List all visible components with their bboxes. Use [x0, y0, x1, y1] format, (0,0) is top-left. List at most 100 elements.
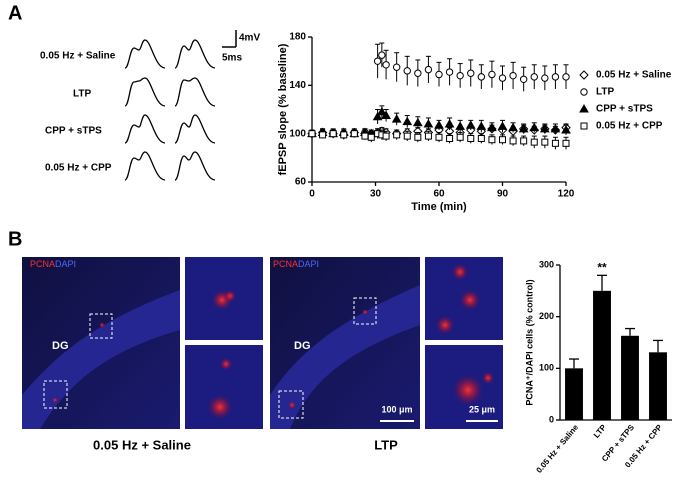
- marker: [541, 74, 549, 82]
- epsp-trace: [174, 39, 216, 69]
- stain-label: PCNADAPI: [30, 259, 76, 269]
- trace-label: LTP: [73, 89, 91, 100]
- marker: [477, 135, 485, 142]
- marker: [435, 70, 443, 79]
- marker: [376, 106, 387, 116]
- legend-label: CPP + sTPS: [596, 104, 653, 115]
- trace-labels: 0.05 Hz + Saline LTP CPP + sTPS 0.05 Hz …: [40, 51, 116, 174]
- bar: [565, 368, 583, 420]
- marker: [446, 135, 454, 142]
- marker: [519, 75, 528, 83]
- region-label: DG: [294, 340, 311, 352]
- marker: [361, 132, 369, 140]
- marker: [424, 65, 433, 74]
- x-tick-label: 60: [433, 189, 445, 200]
- marker: [381, 110, 391, 120]
- marker: [497, 121, 508, 130]
- marker: [539, 123, 550, 133]
- marker: [467, 69, 475, 77]
- legend-label: 0.05 Hz + CPP: [596, 121, 663, 132]
- y-tick-label: 60: [295, 177, 307, 188]
- legend-marker: [579, 70, 589, 80]
- traces: [124, 39, 216, 181]
- marker: [444, 118, 455, 128]
- marker: [372, 111, 383, 121]
- marker: [423, 118, 434, 128]
- marker: [329, 130, 337, 138]
- panel-label: A: [8, 2, 22, 24]
- marker: [456, 71, 464, 80]
- marker: [562, 73, 570, 81]
- marker: [414, 69, 422, 77]
- marker: [498, 74, 507, 82]
- marker: [424, 132, 432, 140]
- bar: [649, 352, 667, 420]
- stain-red: PCNA: [273, 259, 298, 269]
- marker: [509, 137, 517, 145]
- marker: [520, 137, 528, 145]
- stain-label: PCNADAPI: [273, 259, 319, 269]
- marker: [319, 131, 327, 139]
- marker: [378, 51, 386, 59]
- marker: [434, 120, 444, 129]
- x-tick-label: 120: [558, 189, 575, 200]
- pcna-cells: [52, 264, 494, 419]
- x-tick-label: 90: [497, 189, 509, 200]
- epsp-trace: [174, 77, 216, 107]
- marker: [402, 116, 413, 126]
- epsp-trace: [174, 151, 216, 181]
- micrographs: PCNADAPI PCNADAPI DG DG 100 μm 25 μm: [22, 257, 503, 429]
- scale-label: 100 μm: [381, 404, 412, 414]
- marker: [499, 136, 506, 144]
- bar: [593, 290, 611, 420]
- stain-blue: DAPI: [55, 259, 76, 269]
- marker: [445, 68, 454, 76]
- marker: [488, 136, 496, 144]
- stain-blue: DAPI: [298, 259, 319, 269]
- marker: [308, 130, 316, 138]
- marker: [518, 123, 529, 133]
- scale-bar: [222, 30, 237, 48]
- y-axis-label: PCNA⁺/DAPI cells (% control): [524, 279, 534, 405]
- legend-marker: [579, 103, 589, 113]
- marker: [435, 133, 443, 141]
- y-tick-label: 180: [289, 32, 306, 43]
- epsp-trace: [124, 151, 166, 181]
- y-tick-label: 100: [289, 128, 306, 139]
- trace-label: CPP + sTPS: [45, 126, 102, 137]
- marker: [508, 122, 518, 132]
- marker: [367, 133, 375, 141]
- y-tick-label: 300: [539, 259, 554, 269]
- legend-marker: [580, 122, 588, 130]
- marker: [487, 122, 497, 132]
- y-tick-label: 200: [539, 311, 554, 321]
- marker: [392, 63, 401, 71]
- y-tick-label: 100: [539, 363, 554, 373]
- trace-label: 0.05 Hz + Saline: [40, 51, 116, 62]
- marker: [541, 138, 549, 146]
- marker: [530, 73, 538, 81]
- marker: [561, 125, 571, 134]
- y-tick-label: 0: [549, 414, 554, 424]
- marker: [391, 114, 402, 123]
- scale-label: 25 μm: [469, 404, 495, 414]
- marker: [562, 139, 570, 147]
- marker: [340, 131, 348, 139]
- roi-boxes: [43, 297, 377, 419]
- marker: [529, 122, 540, 132]
- marker: [550, 123, 561, 133]
- marker: [476, 121, 487, 130]
- marker: [467, 135, 475, 142]
- marker: [382, 61, 390, 69]
- bar: [621, 335, 639, 420]
- marker: [414, 133, 422, 141]
- x-tick-label: 30: [370, 189, 382, 200]
- legend-label: LTP: [596, 87, 614, 98]
- marker: [551, 139, 559, 147]
- y-tick-label: 140: [289, 80, 306, 91]
- marker: [456, 133, 464, 141]
- region-label: DG: [52, 340, 69, 352]
- marker: [465, 120, 476, 129]
- condition-label: LTP: [374, 437, 398, 452]
